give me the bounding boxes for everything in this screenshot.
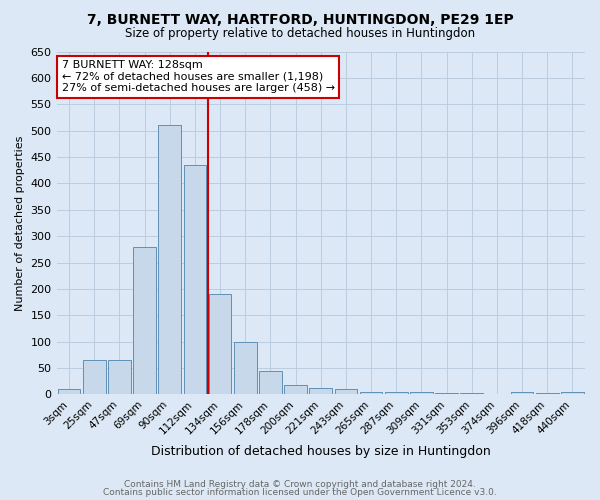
Bar (234, 342, 257, 394)
X-axis label: Distribution of detached houses by size in Huntingdon: Distribution of detached houses by size … (151, 444, 491, 458)
Bar (310, 388, 332, 394)
Bar (410, 392, 433, 394)
Bar (158, 126, 181, 394)
Y-axis label: Number of detached properties: Number of detached properties (15, 136, 25, 310)
Bar (511, 392, 533, 394)
Bar (284, 385, 307, 394)
Bar (108, 360, 131, 394)
Bar (360, 392, 382, 394)
Text: 7 BURNETT WAY: 128sqm
← 72% of detached houses are smaller (1,198)
27% of semi-d: 7 BURNETT WAY: 128sqm ← 72% of detached … (62, 60, 335, 94)
Bar (435, 393, 458, 394)
Bar (58, 389, 80, 394)
Text: Size of property relative to detached houses in Huntingdon: Size of property relative to detached ho… (125, 28, 475, 40)
Bar (83, 360, 106, 394)
Bar (209, 294, 232, 394)
Bar (385, 392, 407, 394)
Text: Contains HM Land Registry data © Crown copyright and database right 2024.: Contains HM Land Registry data © Crown c… (124, 480, 476, 489)
Bar (335, 389, 357, 394)
Bar (259, 370, 282, 394)
Bar (184, 165, 206, 394)
Text: Contains public sector information licensed under the Open Government Licence v3: Contains public sector information licen… (103, 488, 497, 497)
Bar (133, 246, 156, 394)
Bar (561, 392, 584, 394)
Text: 7, BURNETT WAY, HARTFORD, HUNTINGDON, PE29 1EP: 7, BURNETT WAY, HARTFORD, HUNTINGDON, PE… (86, 12, 514, 26)
